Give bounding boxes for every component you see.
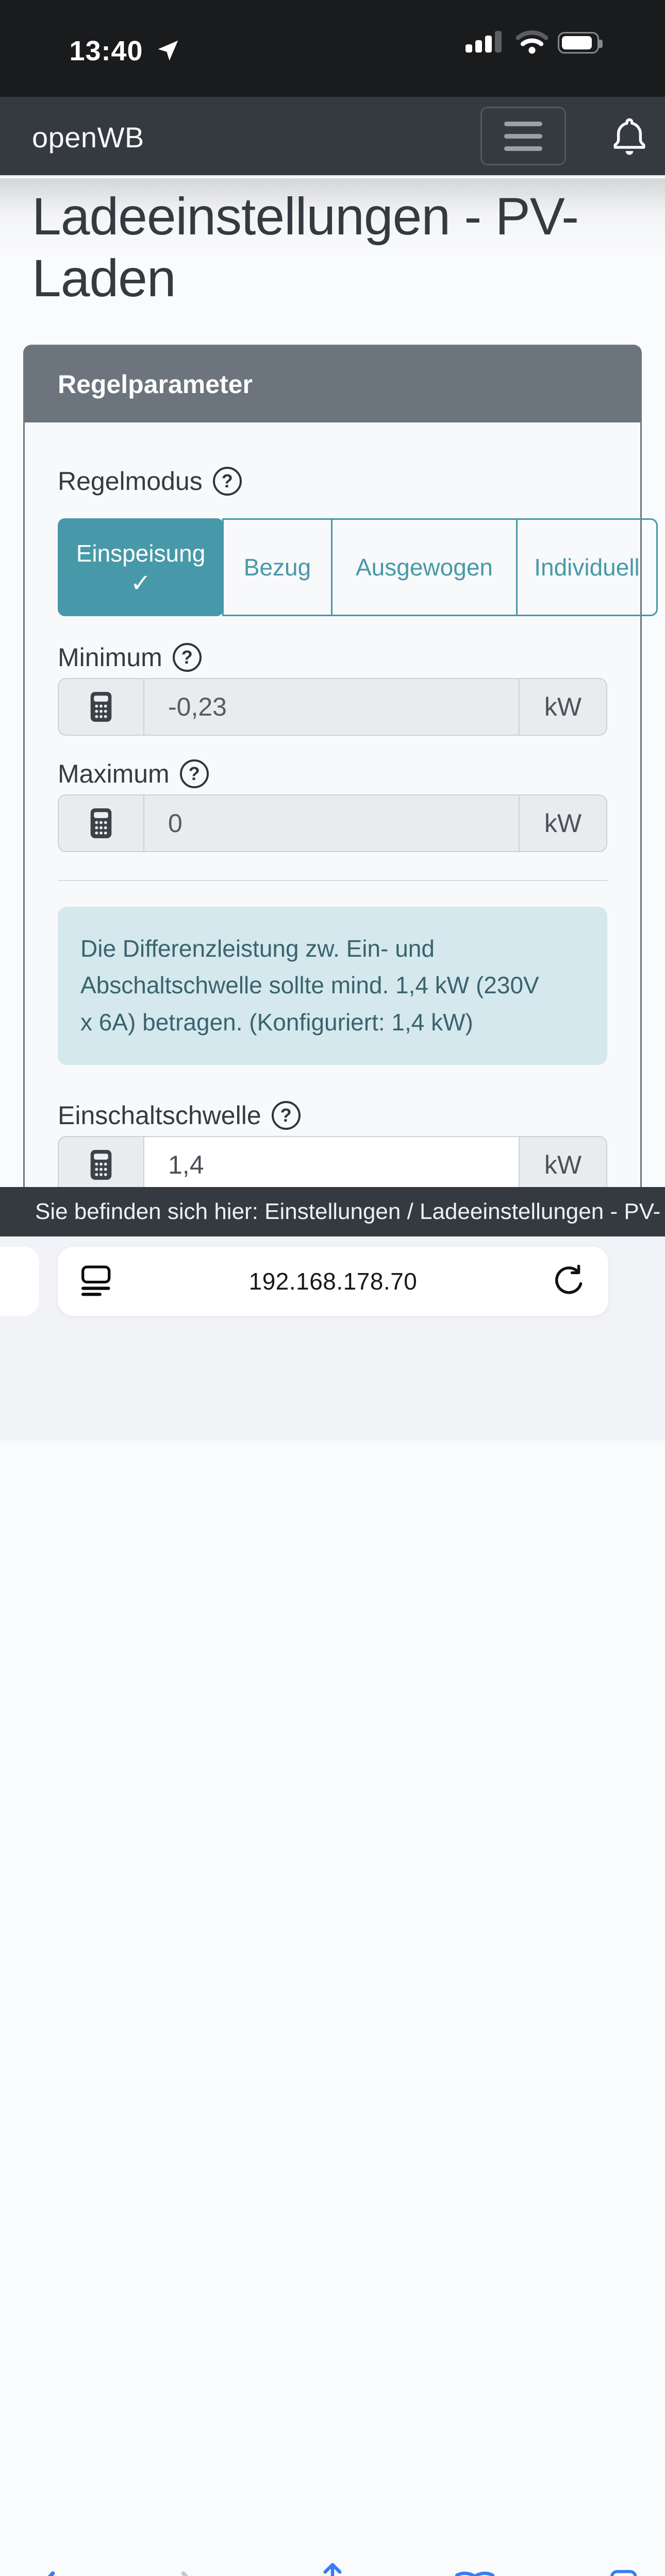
adjacent-tab-pill[interactable] bbox=[0, 1247, 39, 1316]
location-arrow-icon bbox=[156, 39, 179, 65]
help-icon[interactable]: ? bbox=[212, 466, 242, 496]
maximum-input[interactable] bbox=[144, 795, 519, 851]
regelparameter-card: Regelparameter Regelmodus ? Einspeisung … bbox=[23, 344, 658, 1187]
back-icon[interactable] bbox=[32, 2569, 59, 2576]
calculator-icon bbox=[59, 679, 144, 735]
maximum-label: Maximum bbox=[58, 759, 170, 788]
tabs-icon[interactable] bbox=[597, 2568, 640, 2576]
share-icon[interactable] bbox=[311, 2560, 354, 2576]
bell-icon[interactable] bbox=[609, 115, 650, 161]
brand-openwb: openWB bbox=[32, 121, 144, 154]
card-body: Regelmodus ? Einspeisung ✓ Bezug Ausgewo… bbox=[25, 422, 658, 1187]
wifi-icon bbox=[516, 29, 548, 57]
mode-button-label: Einspeisung bbox=[76, 539, 206, 567]
mode-button-label: Bezug bbox=[243, 553, 311, 581]
help-icon[interactable]: ? bbox=[179, 759, 209, 788]
cellular-signal-icon bbox=[466, 31, 502, 53]
status-time: 13:40 bbox=[69, 36, 143, 66]
page-content: Ladeeinstellungen - PV-Laden Regelparame… bbox=[0, 178, 665, 1187]
battery-icon bbox=[558, 32, 603, 54]
ios-status-bar: 13:40 bbox=[0, 0, 665, 97]
maximum-input-group: kW bbox=[58, 794, 607, 852]
mode-button-bezug[interactable]: Bezug bbox=[222, 518, 332, 616]
mode-button-individuell[interactable]: Individuell bbox=[516, 518, 658, 616]
card-header: Regelparameter bbox=[25, 346, 640, 422]
regelmodus-label-row: Regelmodus ? bbox=[58, 466, 607, 496]
help-icon[interactable]: ? bbox=[172, 642, 202, 672]
hint-text: Die Differenzleistung zw. Ein- und Absch… bbox=[80, 935, 539, 1036]
hamburger-bar bbox=[504, 121, 542, 126]
check-icon: ✓ bbox=[130, 569, 152, 597]
hamburger-menu-button[interactable] bbox=[480, 107, 566, 165]
mode-button-label: Individuell bbox=[534, 553, 640, 581]
hint-alert: Die Differenzleistung zw. Ein- und Absch… bbox=[58, 906, 607, 1065]
url-text[interactable]: 192.168.178.70 bbox=[248, 1268, 418, 1295]
regelmodus-button-group: Einspeisung ✓ Bezug Ausgewogen Individue… bbox=[58, 518, 662, 616]
app-navbar: openWB bbox=[0, 97, 665, 177]
mode-button-ausgewogen[interactable]: Ausgewogen bbox=[331, 518, 518, 616]
mode-button-label: Ausgewogen bbox=[356, 553, 493, 581]
minimum-unit: kW bbox=[519, 679, 606, 735]
help-icon[interactable]: ? bbox=[271, 1100, 301, 1130]
url-bar[interactable]: 192.168.178.70 bbox=[58, 1247, 608, 1316]
reader-view-icon[interactable] bbox=[80, 1264, 112, 1301]
einschaltschwelle-label: Einschaltschwelle bbox=[58, 1100, 261, 1130]
maximum-unit: kW bbox=[519, 795, 606, 851]
minimum-label-row: Minimum ? bbox=[58, 642, 607, 672]
maximum-label-row: Maximum ? bbox=[58, 759, 607, 788]
einschaltschwelle-unit: kW bbox=[519, 1137, 606, 1187]
einschaltschwelle-input-group: kW bbox=[58, 1136, 607, 1187]
calculator-icon bbox=[59, 795, 144, 851]
regelmodus-label: Regelmodus bbox=[58, 466, 203, 496]
reload-icon[interactable] bbox=[551, 1262, 587, 1303]
page-title: Ladeeinstellungen - PV-Laden bbox=[32, 187, 579, 308]
minimum-label: Minimum bbox=[58, 642, 162, 672]
einschaltschwelle-label-row: Einschaltschwelle ? bbox=[58, 1100, 607, 1130]
forward-icon[interactable] bbox=[177, 2569, 204, 2576]
hamburger-bar bbox=[504, 146, 542, 151]
breadcrumb: Sie befinden sich hier: Einstellungen / … bbox=[0, 1187, 665, 1236]
hamburger-bar bbox=[504, 133, 542, 139]
minimum-input[interactable] bbox=[144, 679, 519, 735]
calculator-icon bbox=[59, 1137, 144, 1187]
minimum-input-group: kW bbox=[58, 677, 607, 736]
bookmarks-icon[interactable] bbox=[453, 2568, 497, 2576]
mode-button-einspeisung[interactable]: Einspeisung ✓ bbox=[58, 518, 224, 616]
einschaltschwelle-input[interactable] bbox=[144, 1137, 519, 1187]
divider bbox=[58, 879, 607, 881]
safari-chrome: 192.168.178.70 bbox=[0, 1236, 665, 2576]
